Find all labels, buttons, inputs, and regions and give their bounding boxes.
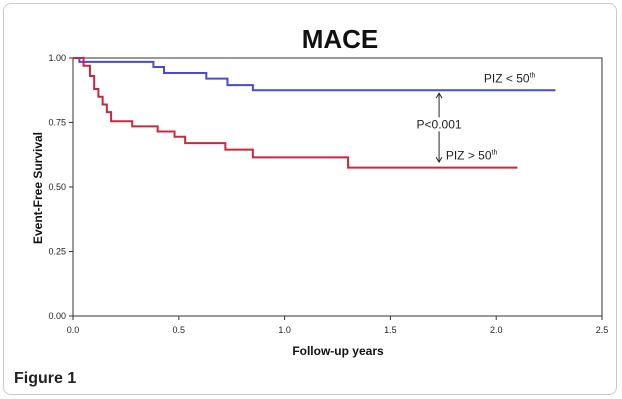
x-tick-label: 0.5: [173, 325, 186, 335]
plot-border: [72, 57, 603, 317]
x-tick-label: 0.0: [67, 325, 80, 335]
figure-frame: [3, 3, 617, 395]
series-line-low-piz: [73, 57, 556, 92]
series-label: PIZ > 50th: [446, 149, 498, 163]
x-tick-label: 1.5: [384, 325, 397, 335]
arrow-head-up: [435, 92, 443, 99]
x-tick-label: 2.5: [596, 325, 609, 335]
arrow-head-down: [435, 156, 443, 164]
chart-title: MACE: [302, 24, 379, 54]
y-tick-label: 0.00: [48, 311, 66, 321]
y-tick-label: 0.75: [48, 118, 66, 128]
y-axis-label: Event-Free Survival: [31, 132, 45, 244]
y-tick-label: 0.25: [48, 247, 66, 257]
p-value-label-bg: [413, 117, 466, 132]
annotation-layer: P<0.001: [413, 92, 466, 164]
y-tick-label: 0.50: [48, 182, 66, 192]
y-tick-label: 1.00: [48, 53, 66, 63]
p-value-label: P<0.001: [417, 117, 462, 131]
series-layer: PIZ < 50th PIZ > 50th: [73, 57, 556, 169]
figure-caption: Figure 1: [14, 370, 77, 387]
survival-chart: MACE 0.0 0.5 1.0 1.5 2.0 2.5 0.00 0.25 0.50 0.75 1…: [31, 24, 608, 358]
x-tick-label: 1.0: [278, 325, 291, 335]
x-tick-label: 2.0: [490, 325, 503, 335]
series-line-high-piz: [73, 57, 518, 169]
x-axis-label: Follow-up years: [292, 344, 384, 358]
series-label: PIZ < 50th: [484, 71, 536, 85]
axes: 0.0 0.5 1.0 1.5 2.0 2.5 0.00 0.25 0.50 0.75 1.00: [48, 53, 608, 335]
